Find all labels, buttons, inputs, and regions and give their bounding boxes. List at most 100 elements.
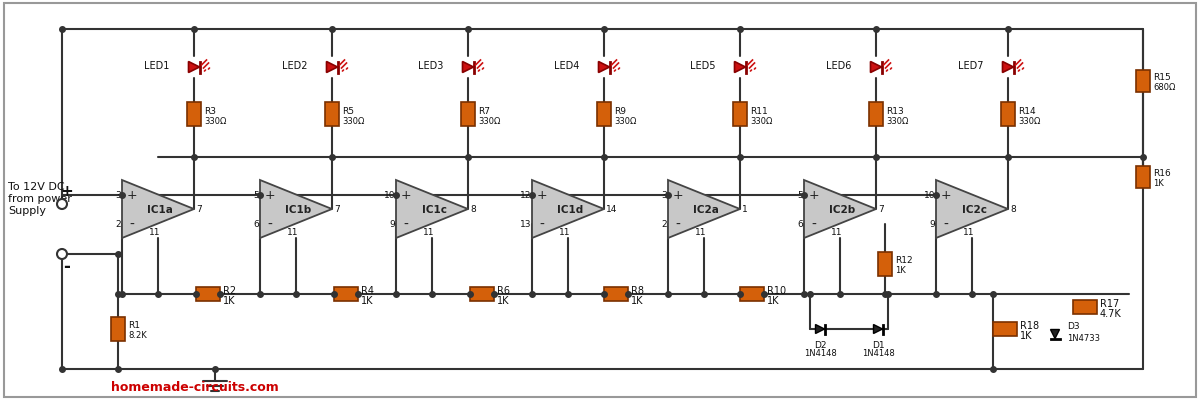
Text: -: - <box>130 217 134 231</box>
Bar <box>1001 103 1015 127</box>
Text: -: - <box>268 217 272 231</box>
Text: R10: R10 <box>767 285 786 295</box>
Bar <box>1073 300 1097 314</box>
Text: 13: 13 <box>520 219 532 229</box>
Text: -: - <box>811 217 816 231</box>
Polygon shape <box>462 62 474 73</box>
Text: +: + <box>127 188 137 201</box>
Text: homemade-circuits.com: homemade-circuits.com <box>112 381 278 393</box>
Text: LED2: LED2 <box>282 61 307 71</box>
Text: +: + <box>809 188 820 201</box>
Text: IC1a: IC1a <box>148 205 173 215</box>
Text: 1K: 1K <box>1153 179 1164 188</box>
Text: 10: 10 <box>924 190 935 200</box>
Text: 1K: 1K <box>223 295 235 305</box>
Text: 9: 9 <box>389 219 395 229</box>
Bar <box>878 252 892 276</box>
Text: IC2b: IC2b <box>829 205 856 215</box>
Text: 1N4148: 1N4148 <box>862 348 894 358</box>
Bar <box>334 287 358 301</box>
Text: R18: R18 <box>1020 320 1039 330</box>
Text: +: + <box>265 188 275 201</box>
Text: 2: 2 <box>115 219 121 229</box>
Text: 1K: 1K <box>497 295 510 305</box>
Polygon shape <box>936 180 1008 239</box>
Text: 1K: 1K <box>895 266 906 275</box>
Text: R2: R2 <box>223 285 236 295</box>
Text: R17: R17 <box>1100 298 1120 308</box>
Text: R5: R5 <box>342 106 354 115</box>
Text: R12: R12 <box>895 256 913 265</box>
Polygon shape <box>816 325 824 334</box>
Bar <box>1136 71 1150 93</box>
Text: +: + <box>61 184 73 199</box>
Text: R11: R11 <box>750 106 768 115</box>
Text: 3: 3 <box>661 190 667 200</box>
Text: 8: 8 <box>1010 205 1015 214</box>
Text: 7: 7 <box>196 205 202 214</box>
Text: IC1d: IC1d <box>557 205 583 215</box>
Text: 330Ω: 330Ω <box>342 116 365 125</box>
Text: D1: D1 <box>871 341 884 350</box>
Bar <box>196 287 220 301</box>
Text: R8: R8 <box>631 285 644 295</box>
Text: 11: 11 <box>149 228 161 237</box>
Text: 5: 5 <box>253 190 259 200</box>
Polygon shape <box>1002 62 1014 73</box>
Text: 6: 6 <box>253 219 259 229</box>
Text: R3: R3 <box>204 106 216 115</box>
Text: IC2c: IC2c <box>961 205 986 215</box>
Polygon shape <box>532 180 604 239</box>
Bar <box>604 287 628 301</box>
Bar <box>470 287 494 301</box>
Text: LED7: LED7 <box>958 61 983 71</box>
Text: 330Ω: 330Ω <box>1018 116 1040 125</box>
Text: LED5: LED5 <box>690 61 715 71</box>
Bar <box>1136 166 1150 188</box>
Text: -: - <box>943 217 948 231</box>
Text: from power: from power <box>8 194 72 203</box>
Text: R7: R7 <box>478 106 490 115</box>
Text: 14: 14 <box>606 205 617 214</box>
Text: 330Ω: 330Ω <box>614 116 636 125</box>
Polygon shape <box>599 62 610 73</box>
Text: 8.2K: 8.2K <box>128 331 146 340</box>
Bar <box>994 322 1018 336</box>
Polygon shape <box>1050 330 1060 339</box>
Text: IC1b: IC1b <box>284 205 311 215</box>
Text: R4: R4 <box>361 285 374 295</box>
Text: R16: R16 <box>1153 169 1171 178</box>
Text: LED1: LED1 <box>144 61 169 71</box>
Text: R14: R14 <box>1018 106 1036 115</box>
Text: 330Ω: 330Ω <box>750 116 773 125</box>
Polygon shape <box>874 325 882 334</box>
Bar <box>461 103 475 127</box>
Text: LED3: LED3 <box>418 61 443 71</box>
Text: 7: 7 <box>878 205 883 214</box>
Bar <box>598 103 611 127</box>
Text: 11: 11 <box>695 228 707 237</box>
Bar <box>112 317 125 341</box>
Text: 11: 11 <box>287 228 299 237</box>
Text: +: + <box>941 188 952 201</box>
Polygon shape <box>870 62 882 73</box>
Text: 11: 11 <box>559 228 571 237</box>
Text: R6: R6 <box>497 285 510 295</box>
Text: 11: 11 <box>832 228 842 237</box>
Text: 9: 9 <box>929 219 935 229</box>
Text: D2: D2 <box>814 341 827 350</box>
Text: 1N4733: 1N4733 <box>1067 334 1100 342</box>
Text: 7: 7 <box>334 205 340 214</box>
Text: LED4: LED4 <box>553 61 580 71</box>
Text: 6: 6 <box>797 219 803 229</box>
Text: 1: 1 <box>742 205 748 214</box>
Text: +: + <box>401 188 412 201</box>
Text: 330Ω: 330Ω <box>478 116 500 125</box>
Text: Supply: Supply <box>8 205 46 215</box>
Polygon shape <box>668 180 740 239</box>
Text: 1K: 1K <box>361 295 373 305</box>
Circle shape <box>58 249 67 259</box>
Text: LED6: LED6 <box>826 61 851 71</box>
Text: -: - <box>540 217 545 231</box>
Polygon shape <box>396 180 468 239</box>
